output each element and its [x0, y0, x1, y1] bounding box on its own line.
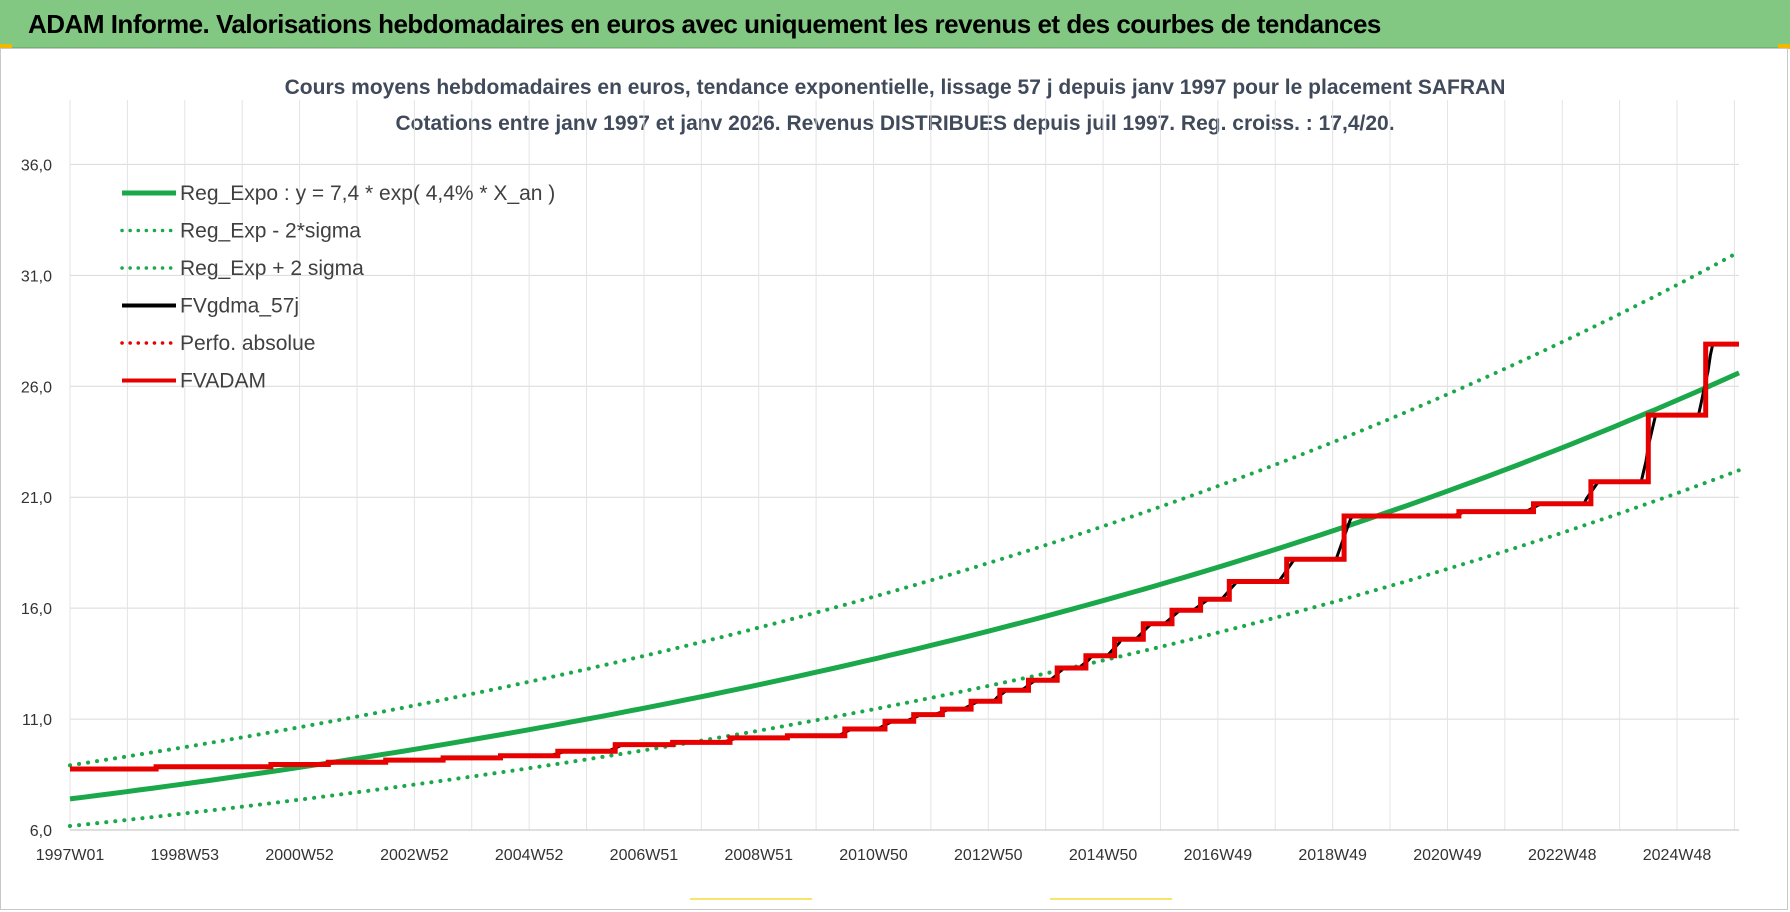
x-tick-label: 2024W48: [1643, 847, 1712, 864]
x-tick-label: 2022W48: [1528, 847, 1597, 864]
x-tick-label: 2008W51: [724, 847, 793, 864]
legend-label: FVgdma_57j: [180, 295, 299, 318]
y-tick-label: 26,0: [21, 379, 52, 396]
series-reg-exp-plus-2sigma: [68, 249, 1741, 768]
y-tick-label: 11,0: [22, 712, 52, 729]
y-tick-label: 21,0: [21, 490, 52, 507]
chart-frame: [0, 48, 1788, 910]
y-tick-label: 36,0: [21, 157, 52, 174]
report-banner: ADAM Informe. Valorisations hebdomadaire…: [0, 0, 1790, 48]
x-tick-label: 2020W49: [1413, 847, 1482, 864]
legend-label: FVADAM: [180, 370, 266, 393]
chart-title: Cours moyens hebdomadaires en euros, ten…: [284, 76, 1506, 99]
bottom-mark-left: [690, 898, 812, 900]
x-tick-label: 2002W52: [380, 847, 449, 864]
x-tick-label: 2014W50: [1069, 847, 1138, 864]
x-tick-label: 1997W01: [36, 847, 105, 864]
bottom-mark-right: [1050, 898, 1172, 900]
chart-subtitle: Cotations entre janv 1997 et janv 2026. …: [395, 112, 1395, 135]
x-tick-label: 2010W50: [839, 847, 908, 864]
x-tick-label: 2000W52: [265, 847, 334, 864]
report-title: ADAM Informe. Valorisations hebdomadaire…: [28, 9, 1381, 39]
y-tick-label: 16,0: [21, 601, 52, 618]
legend-label: Perfo. absolue: [180, 332, 315, 355]
banner-corner-left: [0, 44, 12, 49]
legend-label: Reg_Exp + 2 sigma: [180, 257, 364, 280]
y-tick-label: 31,0: [21, 268, 52, 285]
x-tick-label: 2004W52: [495, 847, 564, 864]
series-reg-expo: [69, 370, 1741, 802]
series-reg-exp-minus-2sigma: [68, 468, 1741, 828]
x-tick-label: 2016W49: [1184, 847, 1253, 864]
y-tick-label: 6,0: [30, 823, 52, 840]
x-tick-label: 1998W53: [151, 847, 220, 864]
legend-label: Reg_Expo : y = 7,4 * exp( 4,4% * X_an ): [180, 182, 555, 205]
legend-label: Reg_Exp - 2*sigma: [180, 220, 361, 243]
x-tick-label: 2018W49: [1298, 847, 1367, 864]
x-tick-label: 2006W51: [610, 847, 679, 864]
x-tick-label: 2012W50: [954, 847, 1023, 864]
series-fvadam: [70, 341, 1739, 772]
banner-corner-right: [1778, 44, 1790, 49]
